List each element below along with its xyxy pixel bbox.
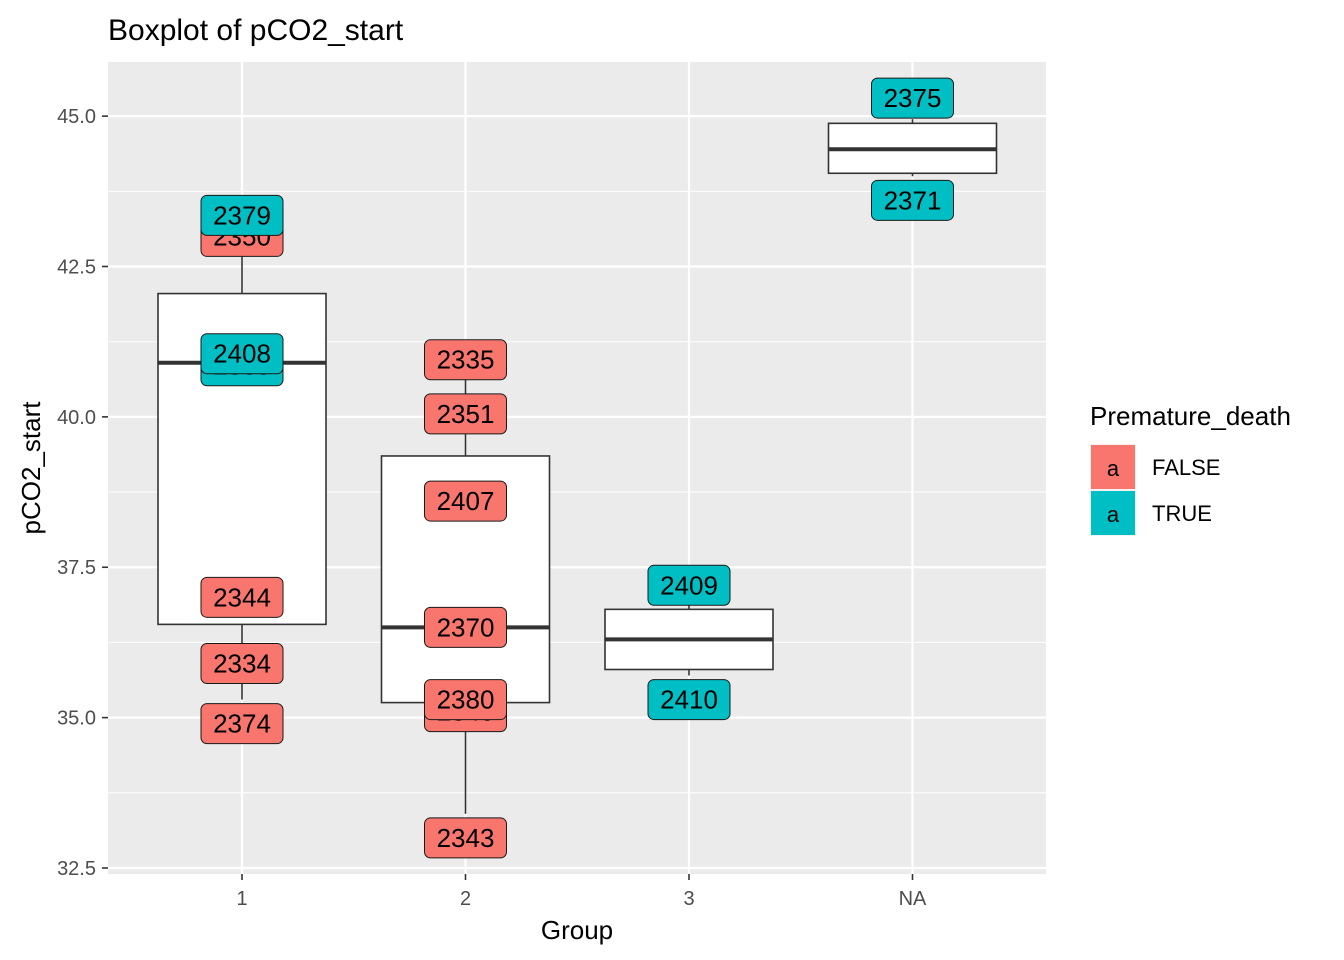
point-label-text: 2335 [437,345,495,375]
point-label-box [424,606,507,648]
point-labels: 2350237923692408234423342374233523512407… [200,77,954,859]
legend-entry-true: a TRUE [1090,490,1212,536]
point-label-text: 2409 [660,570,718,600]
y-tick-label: 45.0 [57,106,96,128]
box-group-NA [827,119,998,177]
point-label-text: 2334 [213,648,271,678]
point-label: 2374 [200,703,284,745]
point-label-box [424,817,507,859]
point-label: 2371 [871,179,954,221]
y-tick-label: 40.0 [57,407,96,429]
y-tick-label: 32.5 [57,858,96,880]
legend-key-glyph: a [1107,456,1120,481]
point-label-text: 2380 [437,685,495,715]
point-label: 2409 [647,564,731,606]
point-label: 2344 [200,576,284,618]
point-label-text: 2407 [437,486,495,516]
point-label-text: 2371 [884,185,942,215]
point-label: 2380 [424,679,507,721]
y-tick-label: 37.5 [57,557,96,579]
legend-entry-label: TRUE [1152,501,1212,526]
point-label-box [871,179,954,221]
point-label: 2335 [424,339,507,381]
legend-key-swatch [1091,445,1135,489]
point-label-text: 2410 [660,685,718,715]
point-label-text: 2344 [213,582,271,612]
y-axis-title: pCO2_start [16,401,46,535]
point-label: 2408 [200,333,284,375]
x-axis: 1 2 3 NA [236,874,927,910]
x-tick-label: NA [899,888,927,910]
x-tick-label: 3 [683,888,694,910]
point-label-box [200,642,284,684]
legend-entry-false: a FALSE [1090,444,1220,490]
y-axis: 32.5 35.0 37.5 40.0 42.5 45.0 [57,106,108,880]
point-label-box [200,576,284,618]
point-label-box [424,339,507,381]
y-tick-label: 42.5 [57,257,96,279]
point-label-box [424,480,507,522]
point-label: 2375 [871,77,954,119]
legend-title: Premature_death [1090,401,1291,431]
box-group-3 [604,600,774,676]
point-label-box [871,77,954,119]
point-label-text: 2374 [213,709,271,739]
legend: Premature_death a FALSE a TRUE [1090,401,1291,536]
point-label-text: 2351 [437,399,495,429]
point-label: 2410 [647,679,731,721]
point-label-text: 2370 [437,612,495,642]
x-tick-label: 2 [460,888,471,910]
y-tick-label: 35.0 [57,708,96,730]
legend-key-glyph: a [1107,502,1120,527]
x-tick-label: 1 [236,888,247,910]
point-label: 2351 [424,393,507,435]
point-label: 2379 [200,194,284,236]
point-label-box [424,679,507,721]
point-label-text: 2379 [213,200,271,230]
point-label-box [200,333,284,375]
point-label-box [424,393,507,435]
point-label: 2334 [200,642,284,684]
point-label-box [647,564,731,606]
point-label: 2343 [424,817,507,859]
x-axis-title: Group [541,915,613,945]
point-label: 2370 [424,606,507,648]
point-label-text: 2408 [213,339,271,369]
point-label-text: 2343 [437,823,495,853]
legend-entry-label: FALSE [1152,455,1220,480]
legend-key-swatch [1091,491,1135,535]
chart-title: Boxplot of pCO2_start [108,14,404,47]
point-label-text: 2375 [884,83,942,113]
point-label-box [200,194,284,236]
point-label-box [647,679,731,721]
point-label-box [200,703,284,745]
point-label: 2407 [424,480,507,522]
